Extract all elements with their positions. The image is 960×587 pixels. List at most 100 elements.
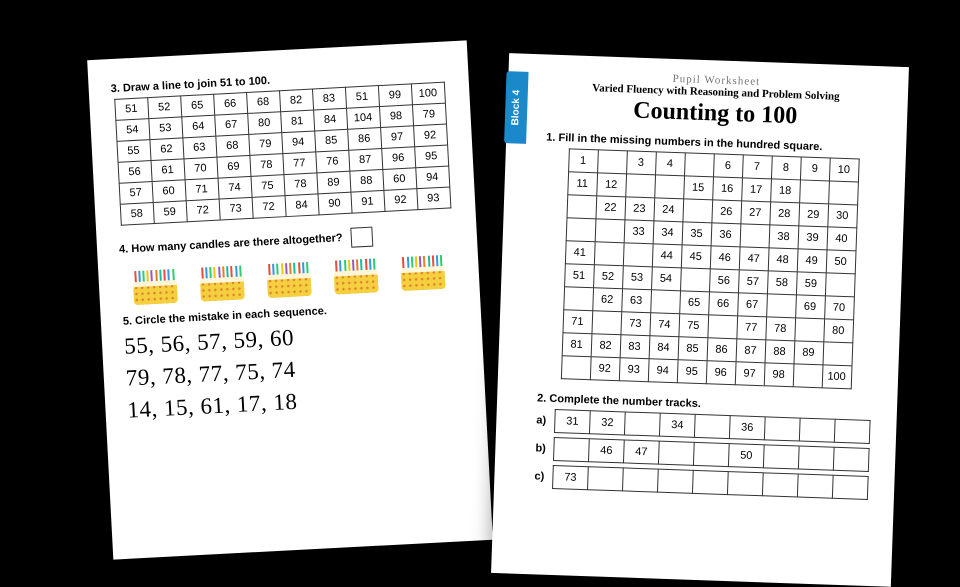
grid-cell: 9 [800,157,830,181]
grid-cell: 85 [314,129,348,152]
grid-cell: 67 [214,113,248,136]
grid-cell: 98 [379,105,413,128]
grid-cell: 72 [252,196,286,219]
grid-cell: 58 [120,203,154,226]
grid-cell: 1 [568,149,598,173]
grid-cell: 46 [710,246,740,270]
grid-cell [650,290,680,314]
grid-cell: 70 [183,157,217,180]
grid-cell: 24 [653,198,683,222]
track-cell [657,469,693,493]
grid-cell [595,219,625,243]
grid-cell: 92 [383,189,417,212]
grid-cell: 74 [218,176,252,199]
grid-cell: 86 [707,338,737,362]
grid-cell: 15 [683,176,713,200]
grid-cell: 65 [180,94,214,117]
grid-cell [707,315,737,339]
grid-cell: 92 [590,357,620,381]
grid-cell: 59 [153,201,187,224]
track-cell: 31 [554,410,590,434]
grid-cell [740,224,770,248]
grid-cell: 95 [677,360,707,384]
grid-cell [563,287,593,311]
grid-cell: 8 [771,156,801,180]
grid-cell: 63 [182,136,216,159]
grid-cell: 57 [119,182,153,205]
grid-cell: 85 [678,337,708,361]
grid-cell: 56 [709,269,739,293]
grid-cell: 44 [652,244,682,268]
grid-cell: 74 [649,313,679,337]
grid-cell: 64 [181,115,215,138]
grid-cell: 87 [736,339,766,363]
grid-cell: 41 [565,241,595,265]
track-cell [658,441,694,465]
grid-cell: 60 [152,180,186,203]
grid-cell: 82 [279,89,313,112]
grid-cell [766,294,796,318]
track-cell [588,467,624,491]
grid-cell: 84 [313,108,347,131]
grid-cell: 88 [765,340,795,364]
grid-cell: 66 [708,292,738,316]
grid-cell: 99 [378,84,412,107]
grid-cell: 84 [649,336,679,360]
grid-cell [680,268,710,292]
grid-cell: 47 [739,247,769,271]
grid-cell: 55 [116,140,150,163]
grid-cell: 69 [795,295,825,319]
grid-cell: 77 [282,152,316,175]
grid-cell: 88 [349,169,383,192]
grid-cell: 6 [713,154,743,178]
grid-cell [654,175,684,199]
grid-cell: 93 [416,187,450,210]
grid-cell: 94 [415,166,449,189]
grid-cell: 51 [564,264,594,288]
grid-cell: 78 [765,317,795,341]
grid-cell: 12 [596,173,626,197]
grid-cell: 22 [595,196,625,220]
track-cell [799,418,835,442]
grid-cell: 33 [624,220,654,244]
grid-cell: 62 [149,138,183,161]
track-cell [692,470,728,494]
grid-cell: 68 [246,91,280,114]
grid-cell: 77 [736,316,766,340]
track-cell [833,447,869,471]
block-tab-label: Block 4 [510,89,522,125]
grid-cell: 81 [562,333,592,357]
grid-cell: 80 [247,112,281,135]
grid-cell [566,195,596,219]
grid-cell [825,273,855,297]
track-cell [694,414,730,438]
grid-cell: 81 [280,110,314,133]
grid-cell: 104 [346,107,380,130]
grid-cell: 83 [312,87,346,110]
grid-cell: 89 [316,171,350,194]
grid-cell: 30 [827,204,857,228]
q4-label-text: 4. How many candles are there altogether… [119,232,343,256]
grid-cell: 51 [114,98,148,121]
grid-cell: 75 [678,314,708,338]
track-cell [554,437,590,461]
track-cell [764,417,800,441]
grid-cell: 70 [824,296,854,320]
grid-cell: 17 [741,178,771,202]
grid-cell [682,199,712,223]
grid-cell: 100 [822,365,852,389]
track-cell [727,472,763,496]
grid-cell: 58 [767,271,797,295]
track-cell [834,419,870,443]
track-cell: 73 [553,465,589,489]
grid-cell: 27 [740,201,770,225]
grid-cell: 73 [219,197,253,220]
grid-cell: 45 [681,245,711,269]
worksheet-page-left: 3. Draw a line to join 51 to 100. 515265… [87,40,493,559]
grid-cell: 76 [315,150,349,173]
grid-cell: 67 [737,293,767,317]
track-label: b) [535,442,553,455]
grid-cell: 92 [413,124,447,147]
q4-answer-box[interactable] [350,227,373,248]
grid-cell: 56 [118,161,152,184]
